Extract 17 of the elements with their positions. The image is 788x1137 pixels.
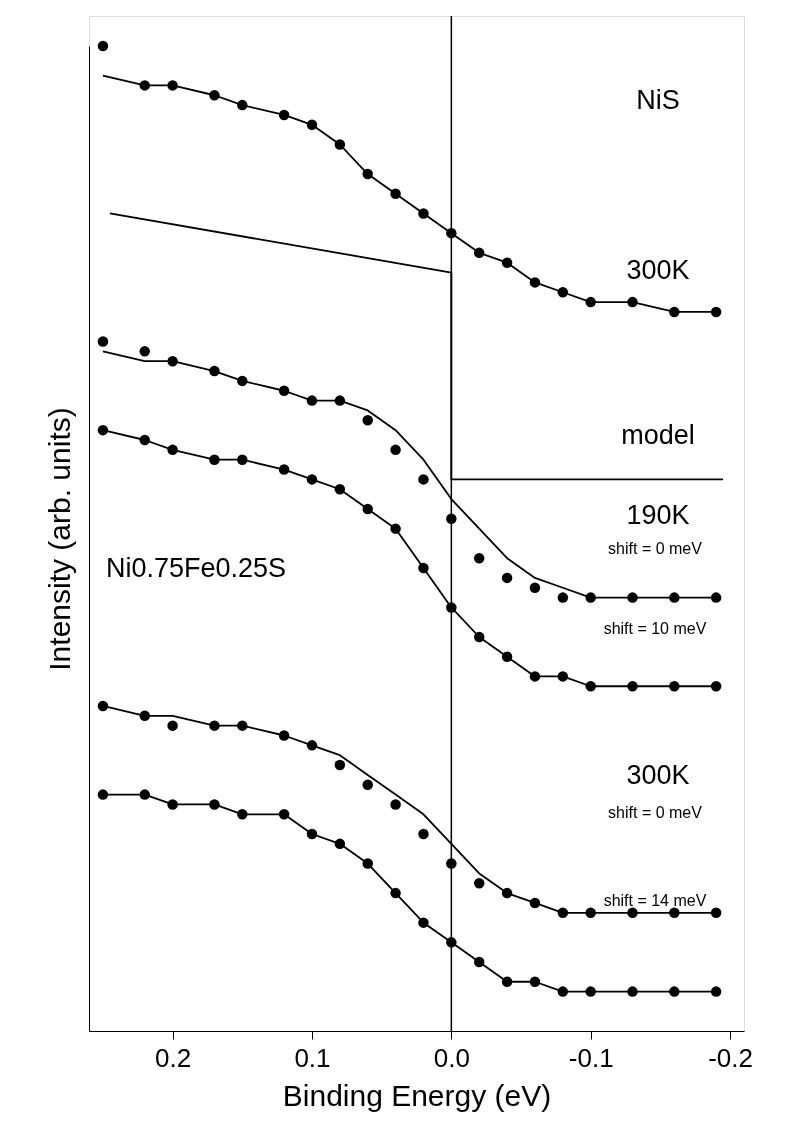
- x-tick-label: 0.2: [155, 1042, 192, 1073]
- annotation: model: [621, 420, 695, 450]
- y-axis-title: Intensity (arb. units): [42, 407, 76, 671]
- x-tick-label: 0.1: [294, 1042, 331, 1073]
- annotation: shift = 10 meV: [603, 620, 707, 637]
- annotation: Ni0.75Fe0.25S: [106, 553, 287, 583]
- annotation: 300K: [626, 760, 690, 790]
- annotation: 190K: [626, 500, 690, 530]
- x-axis-title: Binding Energy (eV): [282, 1078, 552, 1112]
- x-tick-label: -0.1: [568, 1042, 614, 1073]
- annotation: shift = 14 meV: [603, 892, 707, 909]
- annotation: NiS: [636, 85, 680, 115]
- x-tick-label: -0.2: [708, 1042, 753, 1073]
- x-tick-label: 0.0: [433, 1042, 470, 1073]
- annotation: shift = 0 meV: [608, 804, 703, 821]
- annotation: 300K: [626, 255, 690, 285]
- annotation: shift = 0 meV: [608, 540, 703, 557]
